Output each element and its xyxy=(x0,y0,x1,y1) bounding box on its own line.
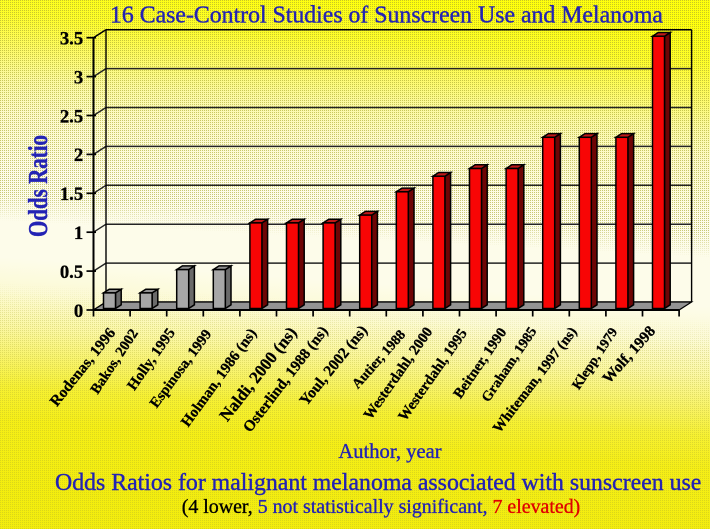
svg-text:0: 0 xyxy=(74,301,83,322)
svg-text:Odds Ratio: Odds Ratio xyxy=(23,135,53,237)
svg-text:2: 2 xyxy=(74,145,83,166)
svg-text:1: 1 xyxy=(74,223,83,244)
svg-text:16 Case-Control Studies of Sun: 16 Case-Control Studies of Sunscreen Use… xyxy=(110,2,663,29)
svg-text:1.5: 1.5 xyxy=(60,184,83,205)
svg-text:0.5: 0.5 xyxy=(60,262,83,283)
svg-text:3.5: 3.5 xyxy=(60,29,83,50)
svg-text:2.5: 2.5 xyxy=(60,106,83,127)
svg-text:Author, year: Author, year xyxy=(338,441,441,463)
svg-text:Odds Ratios for malignant mela: Odds Ratios for malignant melanoma assoc… xyxy=(55,470,701,496)
svg-text:3: 3 xyxy=(74,67,83,88)
svg-text:(4 lower, 5 not statistically: (4 lower, 5 not statistically significan… xyxy=(182,496,581,518)
